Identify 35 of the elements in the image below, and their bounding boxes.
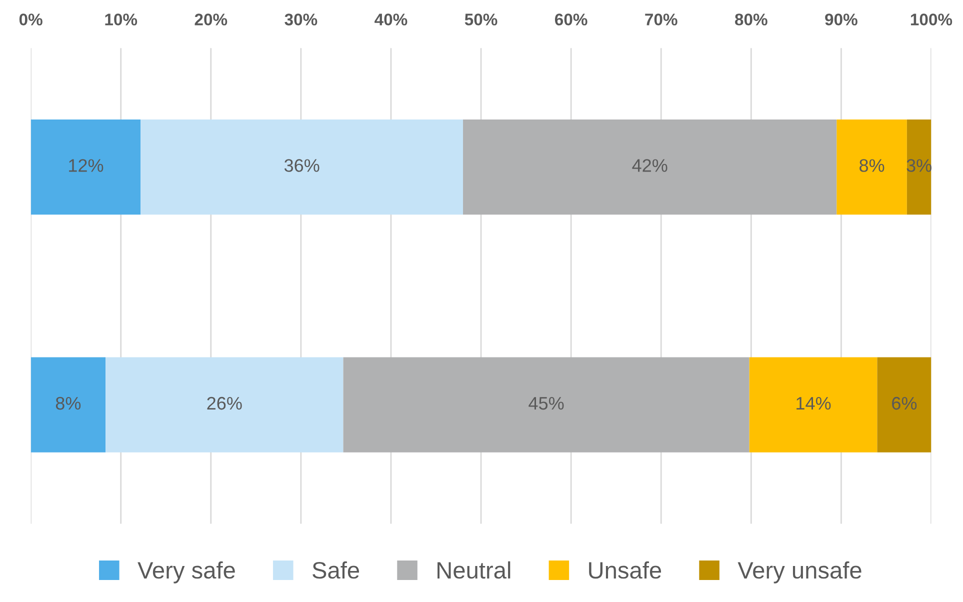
- x-tick-label: 30%: [284, 14, 318, 26]
- x-tick-label: 0%: [19, 14, 42, 26]
- bar: [140, 119, 464, 215]
- data-label: 42%: [632, 159, 668, 172]
- x-tick-label: 80%: [734, 14, 768, 26]
- bar: [106, 357, 344, 452]
- x-tick-label: 70%: [645, 14, 678, 26]
- data-label: 36%: [284, 159, 320, 172]
- x-tick-label: 60%: [554, 14, 588, 26]
- data-label: 12%: [69, 159, 104, 172]
- data-label: 8%: [56, 396, 81, 410]
- legend-label: Very unsafe: [738, 561, 862, 584]
- data-label: 6%: [892, 396, 917, 410]
- data-label: 26%: [207, 396, 242, 410]
- legend-label: Unsafe: [589, 561, 662, 579]
- x-tick-label: 20%: [194, 14, 228, 26]
- data-label: 14%: [796, 396, 831, 410]
- x-tick-label: 100%: [910, 14, 952, 26]
- legend-label: Very safe: [138, 561, 235, 584]
- bar: [463, 119, 837, 215]
- bar: [906, 119, 932, 215]
- legend-label: Neutral: [438, 561, 510, 579]
- x-tick-label: 10%: [105, 14, 138, 26]
- bar: [877, 357, 932, 452]
- x-tick-label: 50%: [464, 14, 498, 26]
- legend-label: Safe: [312, 561, 359, 579]
- bar: [749, 357, 878, 452]
- bar: [30, 119, 141, 215]
- data-label: 45%: [528, 396, 564, 410]
- bar: [343, 357, 750, 452]
- x-tick-label: 90%: [825, 14, 858, 26]
- data-label: 8%: [860, 159, 884, 172]
- x-tick-label: 40%: [374, 14, 408, 26]
- bar: [836, 119, 907, 215]
- bar: [30, 357, 106, 452]
